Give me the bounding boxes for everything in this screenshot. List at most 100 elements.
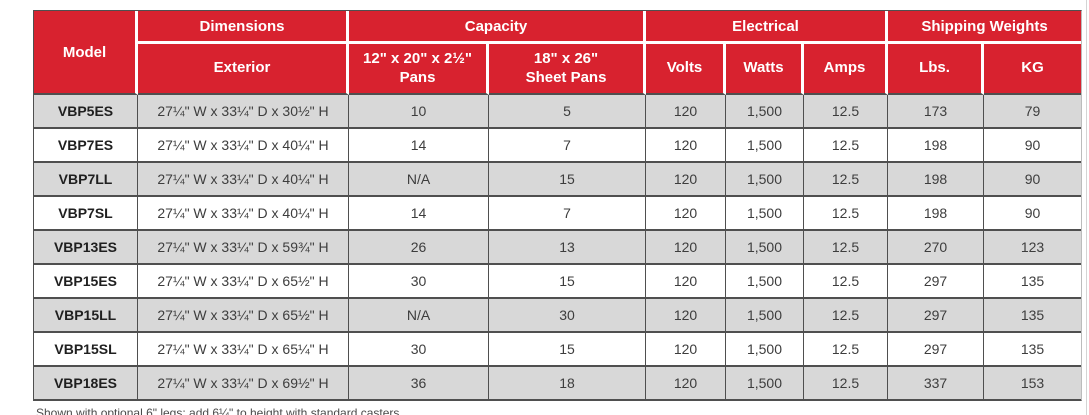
cell-watts: 1,500 [726, 367, 804, 400]
col-header-model: Model [34, 11, 138, 95]
col-header-volts: Volts [646, 44, 726, 95]
cell-lbs: 297 [888, 333, 985, 367]
col-group-dimensions: Dimensions [138, 11, 349, 44]
col-header-amps: Amps [804, 44, 889, 95]
cell-pans: 14 [349, 197, 489, 231]
cell-volts: 120 [646, 95, 726, 129]
cell-model: VBP15ES [34, 265, 138, 299]
cell-volts: 120 [646, 231, 726, 265]
cell-watts: 1,500 [726, 95, 804, 129]
cell-model: VBP15LL [34, 299, 138, 333]
cell-pans: 14 [349, 129, 489, 163]
cell-lbs: 337 [888, 367, 985, 400]
cell-sheet-pans: 15 [489, 265, 646, 299]
cell-exterior: 27¼" W x 33¼" D x 65½" H [138, 265, 349, 299]
cell-kg: 135 [984, 265, 1082, 299]
col-header-watts: Watts [726, 44, 804, 95]
cell-exterior: 27¼" W x 33¼" D x 59¾" H [138, 231, 349, 265]
cell-kg: 135 [984, 299, 1082, 333]
cell-amps: 12.5 [804, 333, 889, 367]
cell-sheet-pans: 7 [489, 129, 646, 163]
col-header-lbs: Lbs. [888, 44, 985, 95]
cell-amps: 12.5 [804, 265, 889, 299]
cell-watts: 1,500 [726, 265, 804, 299]
cell-watts: 1,500 [726, 163, 804, 197]
cell-kg: 135 [984, 333, 1082, 367]
table-row: VBP15LL 27¼" W x 33¼" D x 65½" H N/A 30 … [34, 299, 1082, 333]
cell-watts: 1,500 [726, 299, 804, 333]
cell-kg: 90 [984, 197, 1082, 231]
cell-model: VBP7ES [34, 129, 138, 163]
cell-lbs: 297 [888, 265, 985, 299]
cell-model: VBP18ES [34, 367, 138, 400]
cell-exterior: 27¼" W x 33¼" D x 40¼" H [138, 163, 349, 197]
cell-sheet-pans: 30 [489, 299, 646, 333]
cell-volts: 120 [646, 333, 726, 367]
table-row: VBP15SL 27¼" W x 33¼" D x 65¼" H 30 15 1… [34, 333, 1082, 367]
cell-lbs: 198 [888, 129, 985, 163]
cell-exterior: 27¼" W x 33¼" D x 65¼" H [138, 333, 349, 367]
table-row: VBP7SL 27¼" W x 33¼" D x 40¼" H 14 7 120… [34, 197, 1082, 231]
cell-exterior: 27¼" W x 33¼" D x 65½" H [138, 299, 349, 333]
cell-model: VBP7SL [34, 197, 138, 231]
col-header-sheet-pans: 18" x 26" Sheet Pans [489, 44, 646, 95]
cell-pans: 26 [349, 231, 489, 265]
cell-lbs: 198 [888, 197, 985, 231]
cell-sheet-pans: 15 [489, 333, 646, 367]
table-row: VBP7ES 27¼" W x 33¼" D x 40¼" H 14 7 120… [34, 129, 1082, 163]
cell-exterior: 27¼" W x 33¼" D x 69½" H [138, 367, 349, 400]
cell-model: VBP7LL [34, 163, 138, 197]
cell-sheet-pans: 13 [489, 231, 646, 265]
page-edge-line [1086, 0, 1087, 415]
cell-exterior: 27¼" W x 33¼" D x 30½" H [138, 95, 349, 129]
cell-sheet-pans: 15 [489, 163, 646, 197]
cell-amps: 12.5 [804, 95, 889, 129]
col-group-shipping-weights: Shipping Weights [888, 11, 1082, 44]
cell-amps: 12.5 [804, 163, 889, 197]
table-row: VBP13ES 27¼" W x 33¼" D x 59¾" H 26 13 1… [34, 231, 1082, 265]
cell-exterior: 27¼" W x 33¼" D x 40¼" H [138, 129, 349, 163]
cell-kg: 90 [984, 163, 1082, 197]
cell-kg: 153 [984, 367, 1082, 400]
cell-model: VBP15SL [34, 333, 138, 367]
col-group-electrical: Electrical [646, 11, 889, 44]
cell-model: VBP13ES [34, 231, 138, 265]
cell-amps: 12.5 [804, 299, 889, 333]
cell-lbs: 198 [888, 163, 985, 197]
cell-volts: 120 [646, 197, 726, 231]
cell-kg: 123 [984, 231, 1082, 265]
cell-pans: 30 [349, 265, 489, 299]
cell-exterior: 27¼" W x 33¼" D x 40¼" H [138, 197, 349, 231]
cell-sheet-pans: 7 [489, 197, 646, 231]
cell-sheet-pans: 5 [489, 95, 646, 129]
col-header-kg: KG [984, 44, 1082, 95]
cell-pans: 36 [349, 367, 489, 400]
cell-model: VBP5ES [34, 95, 138, 129]
cell-kg: 90 [984, 129, 1082, 163]
cell-volts: 120 [646, 129, 726, 163]
cell-kg: 79 [984, 95, 1082, 129]
table-row: VBP5ES 27¼" W x 33¼" D x 30½" H 10 5 120… [34, 95, 1082, 129]
col-header-sheet-pans-line1: 18" x 26" [533, 49, 599, 67]
col-header-sheet-pans-line2: Sheet Pans [525, 68, 607, 86]
cell-volts: 120 [646, 265, 726, 299]
cell-volts: 120 [646, 299, 726, 333]
col-header-exterior: Exterior [138, 44, 349, 95]
cell-lbs: 173 [888, 95, 985, 129]
col-header-hotel-pans: 12" x 20" x 2½" Pans [349, 44, 489, 95]
cell-amps: 12.5 [804, 197, 889, 231]
col-group-capacity: Capacity [349, 11, 646, 44]
cell-volts: 120 [646, 367, 726, 400]
spec-table: Model Dimensions Capacity Electrical Shi… [33, 10, 1083, 401]
table-row: VBP7LL 27¼" W x 33¼" D x 40¼" H N/A 15 1… [34, 163, 1082, 197]
cell-lbs: 297 [888, 299, 985, 333]
cell-amps: 12.5 [804, 367, 889, 400]
cell-pans: 30 [349, 333, 489, 367]
cell-lbs: 270 [888, 231, 985, 265]
table-row: VBP18ES 27¼" W x 33¼" D x 69½" H 36 18 1… [34, 367, 1082, 400]
cell-pans: N/A [349, 299, 489, 333]
cell-amps: 12.5 [804, 129, 889, 163]
cell-watts: 1,500 [726, 231, 804, 265]
footnote: Shown with optional 6" legs; add 6¼" to … [36, 406, 403, 415]
cell-volts: 120 [646, 163, 726, 197]
